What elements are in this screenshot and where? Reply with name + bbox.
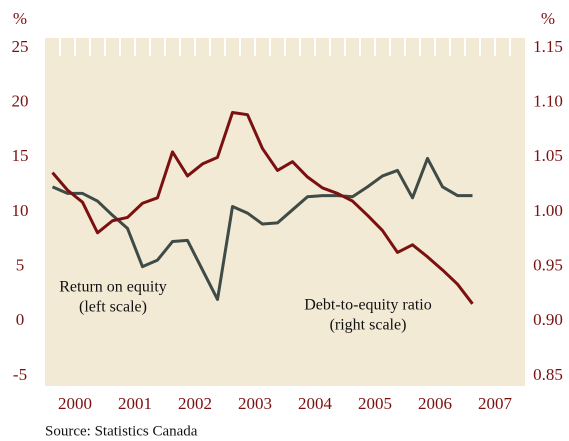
y2-tick-label: 1.00 <box>533 201 563 220</box>
y-tick-label: 0 <box>16 310 25 329</box>
x-tick-label: 2005 <box>358 394 392 413</box>
y2-unit: % <box>541 9 555 28</box>
annotation: (left scale) <box>79 299 147 316</box>
y-tick-label: 25 <box>12 37 29 56</box>
y2-tick-label: 1.10 <box>533 92 563 111</box>
y-tick-label: 5 <box>16 256 25 275</box>
y-tick-label: -5 <box>13 365 27 384</box>
x-tick-label: 2001 <box>118 394 152 413</box>
x-tick-label: 2006 <box>418 394 452 413</box>
annotation: Debt-to-equity ratio <box>304 297 432 314</box>
series-line <box>51 156 473 301</box>
annotation: Return on equity <box>59 279 167 296</box>
plot-background <box>45 38 525 386</box>
annotation: (right scale) <box>330 317 407 334</box>
y2-tick-label: 0.85 <box>533 365 563 384</box>
y-tick-label: 20 <box>12 92 29 111</box>
x-tick-label: 2003 <box>238 394 272 413</box>
x-tick-label: 2002 <box>178 394 212 413</box>
x-tick-label: 2007 <box>478 394 513 413</box>
y-tick-label: 15 <box>12 146 29 165</box>
y2-tick-label: 0.90 <box>533 310 563 329</box>
x-tick-label: 2004 <box>298 394 333 413</box>
y2-tick-label: 1.15 <box>533 37 563 56</box>
y-tick-label: 10 <box>12 201 29 220</box>
series-line <box>51 111 474 305</box>
y-unit: % <box>13 9 27 28</box>
source: Source: Statistics Canada <box>45 423 198 439</box>
y2-tick-label: 1.05 <box>533 146 563 165</box>
y2-tick-label: 0.95 <box>533 256 563 275</box>
x-tick-label: 2000 <box>58 394 92 413</box>
